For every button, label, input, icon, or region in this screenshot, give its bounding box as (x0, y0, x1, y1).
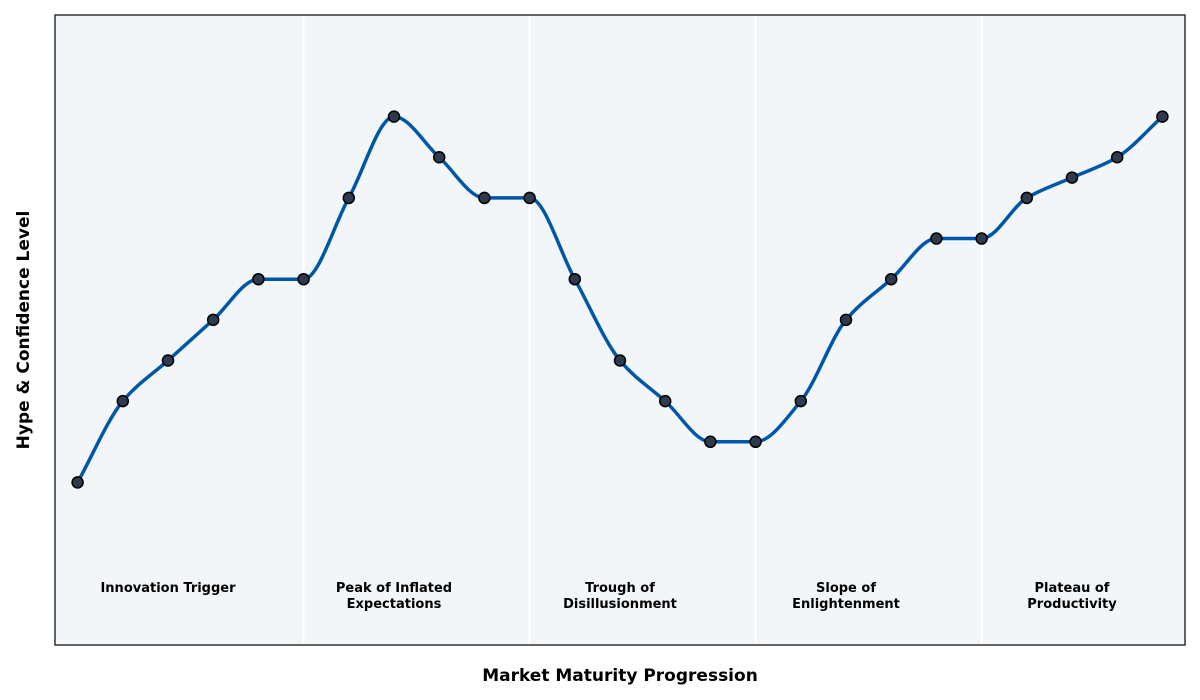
phase-label-5: Plateau of Productivity (1027, 581, 1117, 612)
data-point-2 (116, 394, 130, 408)
data-point-10 (478, 191, 491, 205)
plot-area (55, 15, 1185, 645)
data-point-5 (252, 272, 265, 286)
data-point-6 (297, 272, 310, 286)
data-point-25 (1156, 110, 1169, 123)
data-point-22 (1020, 191, 1034, 205)
data-point-1 (71, 476, 84, 489)
data-point-15 (704, 435, 717, 449)
data-point-13 (613, 354, 627, 367)
data-point-23 (1065, 171, 1079, 184)
y-axis-label: Hype & Confidence Level (14, 211, 34, 450)
data-point-3 (161, 354, 175, 367)
data-point-14 (658, 394, 672, 408)
data-point-11 (523, 191, 536, 205)
data-point-18 (839, 313, 853, 327)
data-point-8 (387, 110, 401, 123)
data-point-4 (206, 313, 220, 327)
phase-dividers (302, 15, 983, 645)
data-point-12 (568, 272, 582, 286)
plot-frame (54, 14, 1186, 646)
data-point-7 (342, 191, 356, 205)
phase-label-1: Innovation Trigger (100, 581, 236, 596)
data-point-17 (794, 394, 808, 408)
data-point-20 (930, 232, 943, 245)
data-point-24 (1110, 151, 1124, 164)
data-point-markers (71, 110, 1169, 489)
phase-label-2: Peak of Inflated Expectations (336, 581, 452, 612)
data-point-9 (432, 151, 446, 164)
data-point-19 (884, 272, 898, 286)
x-axis-label: Market Maturity Progression (482, 666, 758, 686)
data-point-21 (975, 232, 988, 245)
phase-label-4: Slope of Enlightenment (792, 581, 900, 612)
phase-label-3: Trough of Disillusionment (563, 581, 677, 612)
phase-labels: Innovation Trigger Peak of Inflated Expect… (100, 581, 1117, 612)
data-point-16 (749, 435, 762, 449)
